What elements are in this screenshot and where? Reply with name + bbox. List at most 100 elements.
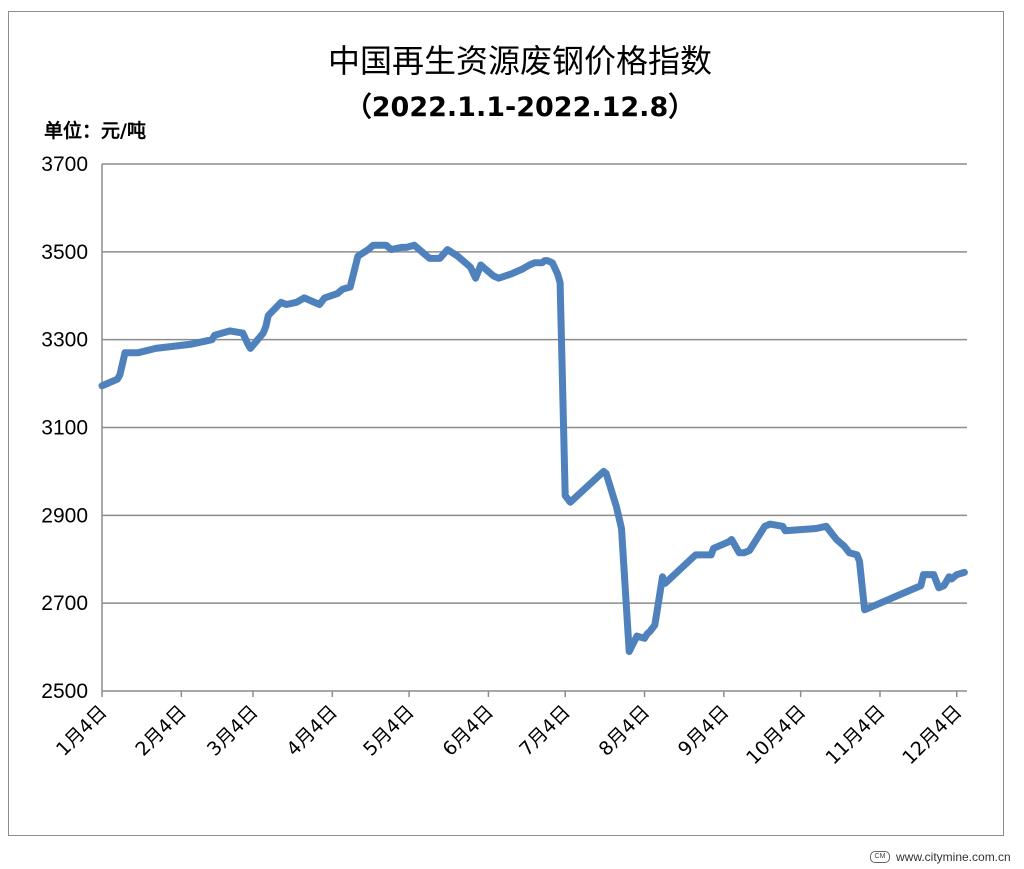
data-point <box>249 347 251 349</box>
data-point <box>296 301 297 303</box>
data-point <box>336 293 338 295</box>
data-point <box>731 539 733 540</box>
data-point <box>557 273 558 275</box>
data-point <box>214 334 216 336</box>
data-point <box>119 374 121 376</box>
data-point <box>856 554 858 556</box>
data-point <box>280 301 282 303</box>
x-axis-ticks: 1月4日 2月4日 3月4日 4月4日 5月4日 6月4日 7月4日 8月4日 9月4日 10月4… <box>52 691 966 769</box>
data-point <box>447 249 448 251</box>
data-point <box>662 576 663 578</box>
x-tick-label: 7月4日 <box>515 701 575 761</box>
data-point <box>933 574 935 576</box>
data-point <box>137 352 139 354</box>
data-point <box>621 528 622 529</box>
data-point <box>749 550 750 551</box>
data-point <box>457 255 459 257</box>
data-point <box>636 635 638 637</box>
x-tick-label: 5月4日 <box>359 701 419 761</box>
data-point <box>544 260 546 262</box>
data-point <box>815 528 817 529</box>
data-point <box>539 262 541 264</box>
data-point <box>390 249 392 251</box>
x-tick-label: 11月4日 <box>821 701 889 769</box>
data-point <box>413 244 415 246</box>
y-tick-label: 3300 <box>41 329 88 352</box>
data-point <box>324 297 326 299</box>
y-tick-label: 3500 <box>41 241 88 264</box>
data-point <box>825 525 827 527</box>
data-point <box>521 268 523 270</box>
data-point <box>534 262 535 264</box>
data-point <box>615 506 617 508</box>
data-point <box>267 315 269 316</box>
data-point <box>262 332 264 334</box>
data-point <box>864 609 866 611</box>
data-point <box>605 473 607 475</box>
data-point <box>242 332 244 334</box>
data-point <box>211 339 213 341</box>
data-point <box>569 501 571 503</box>
data-point <box>470 266 471 268</box>
data-point <box>943 585 945 587</box>
chart-frame <box>8 11 1004 836</box>
data-point <box>421 251 423 253</box>
data-point <box>628 651 630 652</box>
data-point <box>319 304 320 305</box>
x-tick-label: 1月4日 <box>52 701 112 761</box>
data-point <box>229 330 231 332</box>
data-point <box>155 347 157 349</box>
data-point <box>349 286 351 288</box>
data-point <box>646 633 648 635</box>
data-point <box>656 609 658 611</box>
data-point <box>948 576 950 578</box>
x-tick-label: 10月4日 <box>742 701 810 769</box>
series-line <box>98 241 968 655</box>
data-point <box>710 554 712 556</box>
data-point <box>728 541 730 543</box>
series-layer <box>98 241 968 655</box>
data-point <box>784 530 786 532</box>
data-point <box>951 578 953 580</box>
data-point <box>923 574 924 576</box>
data-point <box>654 624 656 626</box>
data-point <box>541 262 543 264</box>
data-point <box>406 246 407 248</box>
data-point <box>644 637 645 639</box>
x-tick-label: 4月4日 <box>282 701 342 761</box>
data-point <box>493 275 495 277</box>
unit-label: 单位：元/吨 <box>44 119 146 142</box>
chart-subtitle: （2022.1.1-2022.12.8） <box>345 92 695 123</box>
data-point <box>764 525 766 527</box>
x-tick-label: 8月4日 <box>595 701 655 761</box>
data-point <box>439 257 441 259</box>
data-point <box>603 470 605 472</box>
data-point <box>920 585 922 587</box>
watermark-text: www.citymine.com.cn <box>896 850 1011 864</box>
grid-lines <box>102 163 967 692</box>
data-point <box>116 378 118 380</box>
data-point <box>511 273 512 275</box>
y-tick-label: 2900 <box>41 504 88 527</box>
data-point <box>285 304 287 305</box>
y-tick-label: 3100 <box>41 417 88 440</box>
data-point <box>400 246 402 248</box>
data-point <box>475 277 477 279</box>
data-point <box>303 297 305 299</box>
data-point <box>357 255 359 257</box>
data-point <box>191 343 193 345</box>
data-point <box>385 244 387 246</box>
data-point <box>467 264 469 266</box>
data-point <box>528 264 530 266</box>
data-point <box>649 631 651 633</box>
data-point <box>692 556 694 558</box>
x-tick-label: 12月4日 <box>898 701 966 769</box>
data-point <box>836 539 837 540</box>
data-point <box>101 385 103 387</box>
data-point <box>372 244 374 246</box>
y-tick-label: 2500 <box>41 680 88 703</box>
data-point <box>938 587 940 589</box>
data-point <box>738 552 740 554</box>
y-tick-label: 3700 <box>41 153 88 176</box>
